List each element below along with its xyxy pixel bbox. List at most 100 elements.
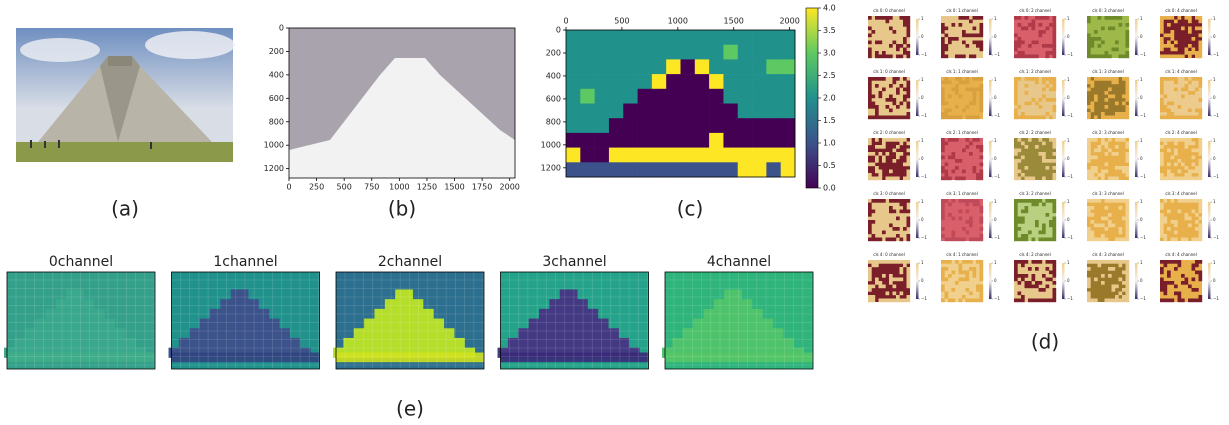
- subplot-cell: [1198, 270, 1203, 275]
- subplot-cell: [1014, 209, 1018, 214]
- subplot-cell: [979, 26, 984, 31]
- subplot-cell: [1115, 77, 1119, 81]
- subplot-cell: [906, 295, 911, 299]
- heat-cell: [608, 118, 624, 134]
- subplot-cell: [899, 84, 904, 88]
- subplot-cell: [1115, 101, 1119, 106]
- subplot-cell: [1087, 298, 1091, 303]
- subplot-cell: [906, 54, 911, 59]
- heat-cell: [737, 30, 753, 45]
- subplot-cell: [979, 148, 984, 153]
- heat-cell: [752, 59, 767, 75]
- subplot-cell: [1170, 298, 1175, 303]
- subplot-cell: [1198, 40, 1203, 45]
- subplot-cell: [1115, 138, 1119, 142]
- heat-cell: [766, 103, 781, 119]
- subplot-cell: [948, 155, 952, 160]
- subplot-cell: [979, 169, 984, 174]
- subplot-cell: [906, 274, 911, 278]
- subplot-cell: [979, 206, 984, 210]
- subplot-cell: [882, 284, 886, 289]
- subplot-cell: [1188, 16, 1192, 20]
- colorbar-tick-label: 0.0: [823, 184, 836, 193]
- subplot-cell: [1122, 115, 1126, 120]
- x-tick-label: 500: [614, 17, 629, 26]
- subplot-colorbar: [916, 80, 919, 116]
- subplot-cell: [1174, 267, 1178, 271]
- subplot-cell: [892, 101, 897, 106]
- subplot-cell: [1160, 159, 1164, 163]
- subplot-cell: [899, 267, 904, 271]
- subplot-cell: [979, 162, 984, 167]
- subplot-cell: [889, 206, 893, 210]
- subplot-cell: [1014, 84, 1018, 88]
- subplot-cell: [1118, 16, 1123, 20]
- subplot-cell: [1097, 145, 1102, 149]
- subplot-cell: [1014, 213, 1018, 217]
- subplot-cell: [882, 298, 886, 303]
- subplot-cell: [906, 19, 911, 24]
- subplot-cell: [903, 162, 907, 167]
- panels: (a) (b) (c)(d)(e)0 250 500 750 1000 1250 1500 175…: [4, 4, 1219, 421]
- subplot-cell: [896, 277, 900, 282]
- channel-step: [538, 308, 599, 320]
- subplot-cell: [962, 199, 966, 203]
- subplot-title: cls 3: 4 channel: [1165, 191, 1196, 196]
- subplot-cell: [1163, 138, 1168, 142]
- subplot-title: cls 4: 2 channel: [1019, 252, 1050, 257]
- subplot-cell: [1087, 234, 1091, 238]
- subplot-cell: [972, 94, 977, 99]
- subplot-cell: [868, 209, 872, 214]
- channel-title: 2channel: [378, 254, 442, 270]
- heat-cell: [580, 132, 595, 148]
- channel-frame: [335, 271, 485, 370]
- subplot-cell: [1035, 145, 1039, 149]
- subplot-cell: [1111, 176, 1116, 181]
- subplot-colorbar: [916, 141, 919, 177]
- subplot-cell: [979, 260, 984, 264]
- heat-cell: [608, 162, 624, 178]
- subplot-cell: [1198, 206, 1203, 210]
- subplot-colorbar-label: 0: [1067, 278, 1070, 283]
- subplot-colorbar-label: −1: [921, 296, 927, 301]
- subplot-cell: [868, 270, 872, 275]
- subplot-cell: [965, 115, 970, 120]
- subplot-cell: [906, 270, 911, 275]
- subplot-cell: [1024, 234, 1029, 238]
- subplot-cell: [1028, 176, 1032, 181]
- subplot-cell: [896, 145, 900, 149]
- subplot-cell: [1170, 44, 1175, 48]
- subplot-cell: [868, 176, 872, 181]
- subplot-title: cls 0: 3 channel: [1092, 8, 1123, 13]
- subplot-cell: [1167, 260, 1171, 264]
- subplot-cell: [1090, 108, 1095, 113]
- subplot-cell: [1052, 220, 1057, 224]
- subplot-cell: [1184, 87, 1189, 92]
- subplot-cell: [906, 91, 911, 95]
- subplot-cell: [1087, 277, 1091, 282]
- subplot-cell: [885, 98, 890, 102]
- subplot-cell: [1184, 16, 1189, 20]
- subplot-cell: [1094, 298, 1098, 303]
- subplot-cell: [1118, 291, 1123, 296]
- subplot-colorbar: [1208, 202, 1211, 238]
- subplot-cell: [1111, 16, 1116, 20]
- subplot-cell: [1125, 77, 1130, 81]
- subplot-cell: [1028, 281, 1032, 285]
- subplot-cell: [1184, 173, 1189, 177]
- heat-cell: [694, 59, 710, 75]
- subplot-cell: [871, 234, 876, 238]
- subplot-cell: [1125, 87, 1130, 92]
- subplot-cell: [1118, 166, 1123, 170]
- subplot-cell: [1181, 54, 1185, 59]
- subplot-cell: [1104, 145, 1109, 149]
- subplot-cell: [871, 263, 876, 268]
- subplot-cell: [1198, 274, 1203, 278]
- subplot-cell: [955, 87, 959, 92]
- heat-cell: [594, 118, 610, 134]
- subplot-cell: [1195, 270, 1199, 275]
- subplot-cell: [1191, 162, 1196, 167]
- subplot-cell: [1087, 152, 1091, 156]
- subplot-colorbar-label: −1: [1140, 296, 1146, 301]
- subplot-cell: [1042, 16, 1046, 20]
